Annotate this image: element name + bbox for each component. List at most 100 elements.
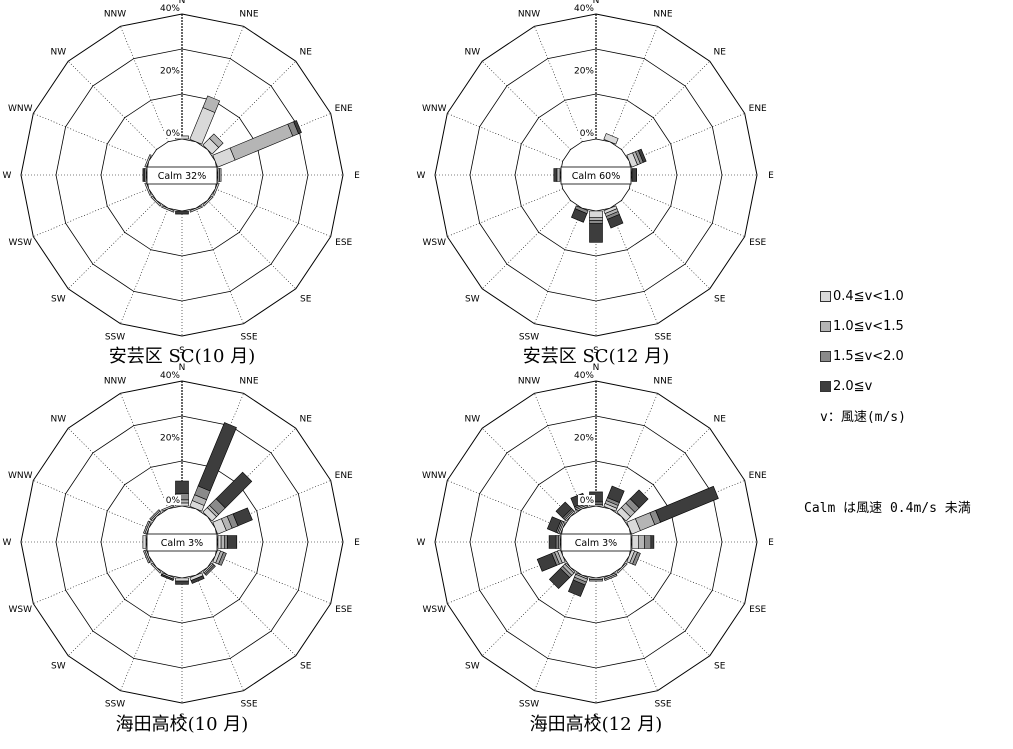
rose-spoke bbox=[195, 208, 244, 324]
tick-label: 40% bbox=[574, 4, 594, 14]
direction-label: SW bbox=[465, 662, 480, 672]
tick-label: 0% bbox=[166, 496, 181, 506]
rose-bar-segment bbox=[212, 182, 220, 196]
direction-label: NNW bbox=[518, 9, 540, 19]
direction-label: S bbox=[593, 713, 599, 723]
direction-label: WSW bbox=[9, 238, 33, 248]
rose-bar-segment bbox=[160, 573, 174, 581]
rose-spoke bbox=[195, 575, 244, 691]
calm-box bbox=[146, 166, 218, 185]
rose-bar-segment bbox=[190, 575, 205, 584]
direction-label: SE bbox=[714, 662, 726, 672]
chart-title: 安芸区 SC(10 月) bbox=[109, 346, 256, 367]
rose-bar-segment bbox=[175, 577, 189, 582]
rose-spoke bbox=[629, 188, 745, 237]
direction-label: SSE bbox=[240, 333, 257, 343]
rose-bar-segment bbox=[607, 214, 624, 229]
direction-label: SW bbox=[465, 295, 480, 305]
rose-bar-segment bbox=[548, 535, 556, 549]
rose-spoke bbox=[447, 113, 563, 162]
direction-label: SE bbox=[714, 295, 726, 305]
direction-label: NNE bbox=[653, 9, 672, 19]
tick-label: 0% bbox=[166, 129, 181, 139]
rose-ring bbox=[434, 380, 758, 704]
rose-bar-segment bbox=[189, 205, 203, 213]
rose-bar-segment bbox=[568, 579, 586, 597]
wind-rose: N NNE NE ENE E ESE SE SSE S SSW SW WSW W WNW NW NNW 0% 20… bbox=[417, 0, 775, 367]
tick-label-bg bbox=[164, 495, 181, 505]
calm-label: Calm 3% bbox=[575, 538, 617, 549]
legend-swatch bbox=[820, 381, 831, 392]
rose-bar-segment bbox=[220, 535, 225, 549]
direction-label: NNW bbox=[104, 9, 126, 19]
rose-bar-segment bbox=[631, 535, 639, 549]
rose-bar-segment bbox=[555, 501, 573, 519]
rose-spoke bbox=[534, 208, 583, 324]
rose-bar-segment bbox=[556, 168, 561, 182]
legend-swatch bbox=[820, 351, 831, 362]
rose-spoke bbox=[629, 113, 745, 162]
rose-spoke bbox=[120, 393, 169, 509]
tick-label-bg bbox=[164, 432, 181, 443]
rose-spoke bbox=[215, 188, 331, 237]
rose-bar-segment bbox=[553, 168, 558, 182]
tick-label: 40% bbox=[574, 371, 594, 381]
rose-bar-segment bbox=[603, 133, 619, 145]
calm-box bbox=[146, 533, 218, 552]
direction-label: ENE bbox=[749, 104, 767, 114]
rose-spoke bbox=[447, 480, 563, 529]
direction-label: SSW bbox=[519, 333, 539, 343]
chart-title: 海田高校(10 月) bbox=[116, 714, 249, 735]
rose-bar-segment bbox=[218, 551, 227, 566]
legend-item: 1.0≦v<1.5 bbox=[820, 316, 1010, 337]
direction-label: NW bbox=[50, 414, 66, 424]
rose-spoke bbox=[120, 575, 169, 691]
tick-label-bg bbox=[164, 3, 181, 13]
rose-bar-segment bbox=[209, 133, 224, 148]
rose-spoke bbox=[447, 188, 563, 237]
tick-label: 0% bbox=[580, 496, 595, 506]
tick-label-bg bbox=[578, 128, 595, 138]
direction-label: N bbox=[179, 0, 186, 6]
tick-label: 20% bbox=[574, 67, 594, 77]
rose-bar-segment bbox=[150, 195, 162, 207]
direction-label: SE bbox=[300, 662, 312, 672]
direction-label: W bbox=[3, 171, 12, 181]
tick-label-bg bbox=[578, 3, 595, 13]
tick-label: 40% bbox=[160, 4, 180, 14]
rose-bar-segment bbox=[589, 579, 603, 582]
chart-title: 海田高校(12 月) bbox=[530, 714, 663, 735]
direction-label: SSE bbox=[654, 700, 671, 710]
wind-rose: N NNE NE ENE E ESE SE SSE S SSW SW WSW W WNW NW NNW 0% 20… bbox=[417, 363, 775, 735]
direction-label: N bbox=[179, 363, 186, 373]
direction-label: NW bbox=[50, 47, 66, 57]
rose-bar-segment bbox=[536, 553, 557, 572]
tick-label-bg bbox=[578, 432, 595, 443]
tick-label: 20% bbox=[160, 67, 180, 77]
rose-spoke bbox=[120, 208, 169, 324]
legend-item: 2.0≦v bbox=[820, 376, 1010, 397]
direction-label: NE bbox=[713, 47, 726, 57]
direction-label: E bbox=[354, 171, 360, 181]
direction-label: WNW bbox=[422, 471, 447, 481]
tick-label-bg bbox=[578, 65, 595, 76]
rose-bar-segment bbox=[650, 535, 655, 549]
direction-label: WSW bbox=[9, 605, 33, 615]
direction-label: ESE bbox=[749, 238, 766, 248]
tick-label-bg bbox=[164, 128, 181, 138]
rose-bar-segment bbox=[224, 535, 228, 549]
rose-ring bbox=[20, 380, 344, 704]
direction-label: SSW bbox=[105, 700, 125, 710]
direction-label: WNW bbox=[422, 104, 447, 114]
rose-ring bbox=[20, 13, 344, 337]
direction-label: S bbox=[179, 713, 185, 723]
rose-spoke bbox=[534, 393, 583, 509]
legend-unit-note: v：風速(m/s) bbox=[820, 410, 906, 425]
rose-spoke bbox=[609, 575, 658, 691]
rose-bar-segment bbox=[143, 520, 151, 534]
rose-bar-segment bbox=[229, 123, 294, 161]
direction-label: NNE bbox=[239, 376, 258, 386]
rose-bar-segment bbox=[293, 120, 302, 135]
rose-bar-segment bbox=[589, 223, 603, 243]
direction-label: E bbox=[768, 538, 774, 548]
